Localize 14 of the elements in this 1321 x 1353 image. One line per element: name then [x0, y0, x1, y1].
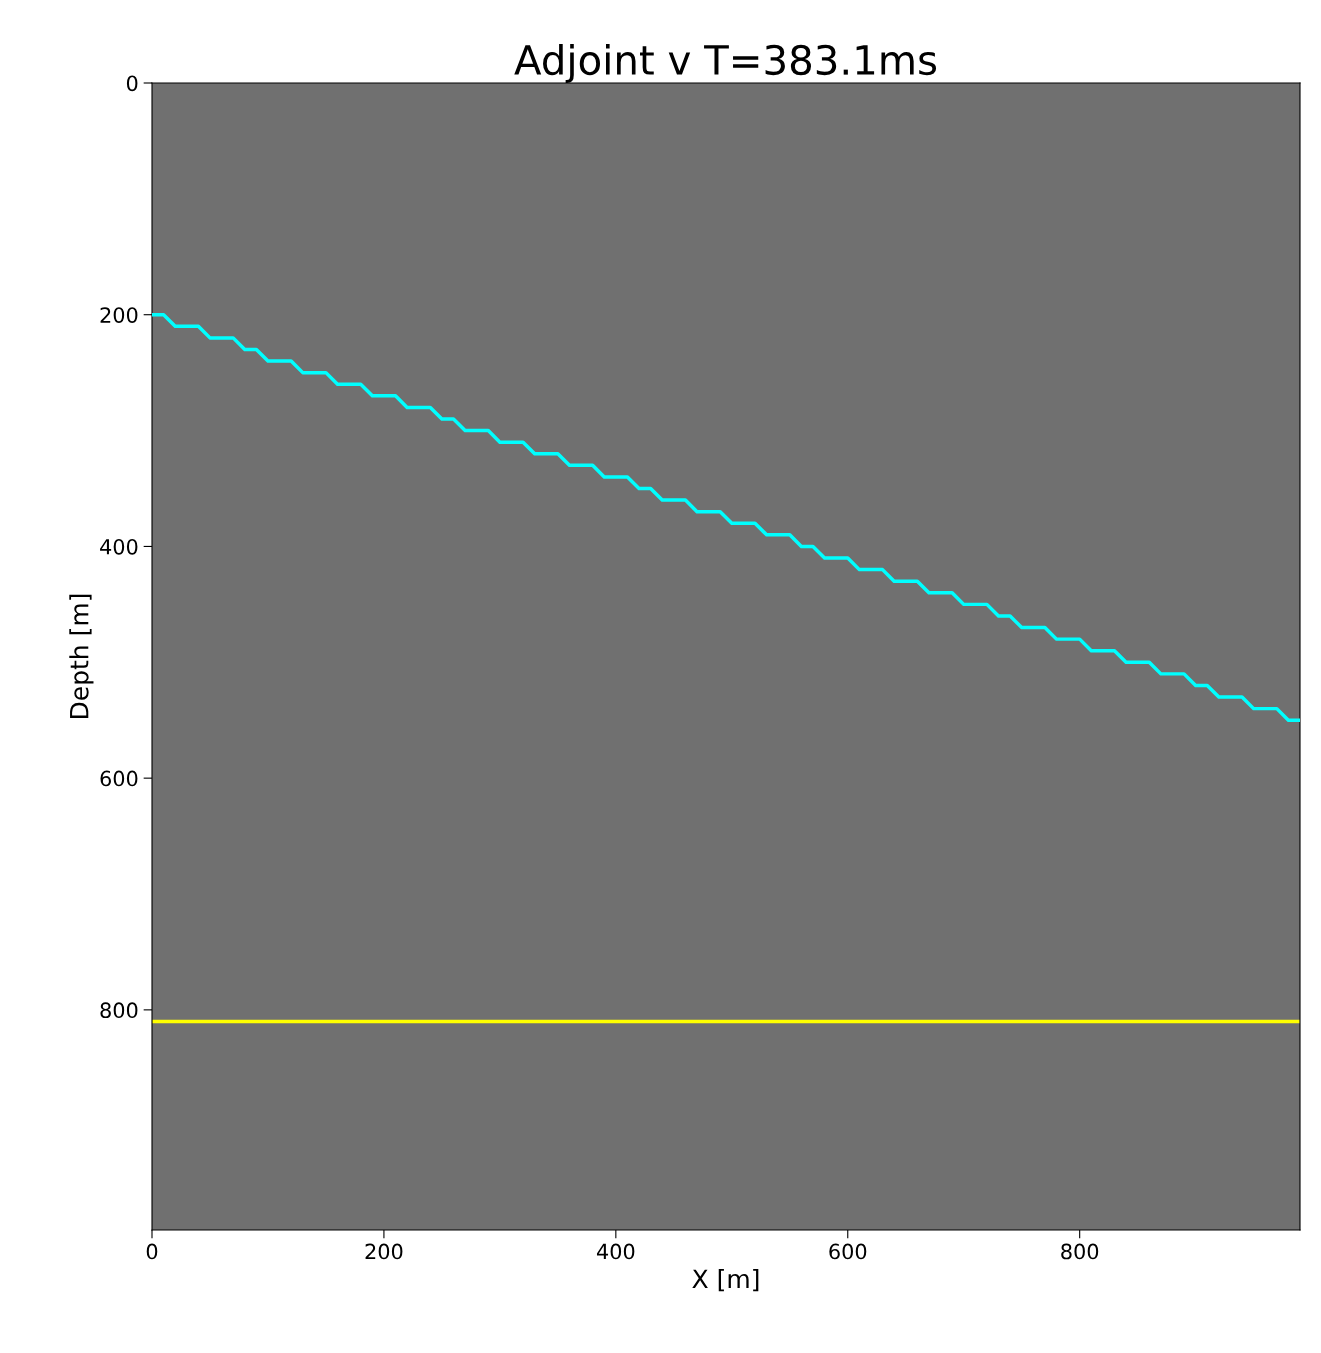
x-tick-label: 400 [596, 1243, 635, 1260]
x-tick-label: 200 [365, 1243, 403, 1260]
y-axis-title: Depth [m] [69, 594, 94, 719]
y-tick-label: 0 [126, 75, 138, 92]
chart-title: Adjoint v T=383.1ms [514, 44, 937, 83]
x-tick-label: 600 [829, 1243, 867, 1260]
x-tick-label: 800 [1061, 1243, 1099, 1260]
y-tick-label: 200 [100, 307, 138, 323]
x-tick-label: 0 [146, 1243, 158, 1260]
line-series [152, 312, 1300, 722]
y-tick-label: 600 [100, 770, 138, 787]
y-tick-label: 800 [100, 1002, 138, 1019]
x-axis-title: X [m] [692, 1268, 759, 1292]
y-tick-label: 400 [100, 538, 138, 555]
